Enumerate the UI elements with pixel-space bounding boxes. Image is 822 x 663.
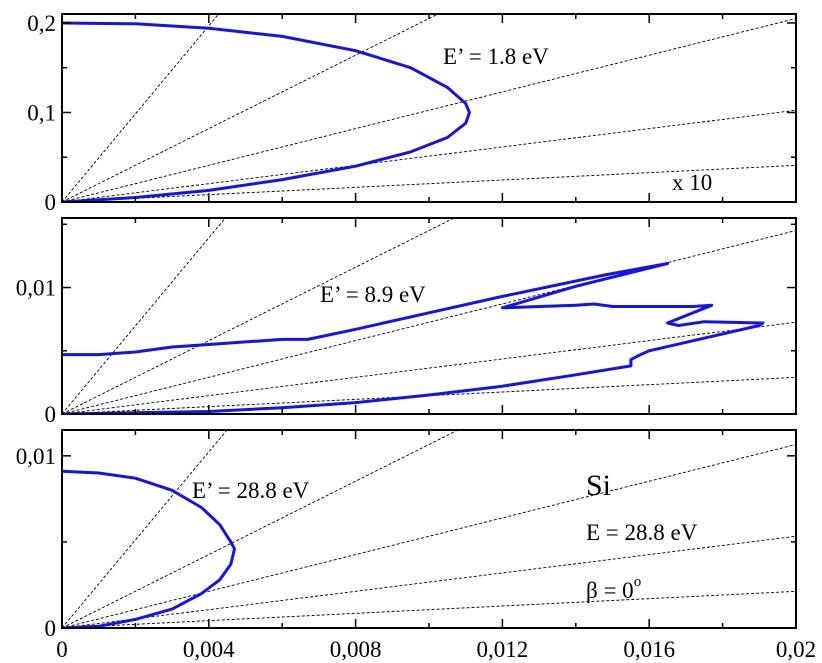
top-ray-3 [62, 18, 796, 202]
top-y-tick-label-1: 0,1 [27, 100, 56, 125]
top-energy-label: E’ = 1.8 eV [443, 44, 549, 69]
middle-ray-group [62, 218, 796, 414]
bottom-y-tick-label-1: 0,01 [16, 444, 56, 469]
bottom-y-tick-label-0: 0 [45, 616, 57, 641]
bottom-energy-label: E’ = 28.8 eV [192, 478, 310, 503]
top-y-tick-label-2: 0,2 [27, 11, 56, 36]
top-scale-label: x 10 [672, 170, 712, 195]
bottom-ray-4 [62, 430, 460, 628]
middle-ray-4 [62, 218, 456, 414]
bottom-ray-2 [62, 535, 796, 628]
middle-energy-label: E’ = 8.9 eV [320, 282, 426, 307]
bottom-ray-3 [62, 444, 796, 628]
middle-panel: 00,01 [16, 217, 797, 427]
top-y-tick-label-0: 0 [45, 190, 57, 215]
top-angular-curve [62, 21, 471, 202]
beta-label: β = 0o [586, 574, 641, 603]
bottom-ray-group [62, 430, 796, 628]
middle-y-tick-label-1: 0,01 [16, 276, 56, 301]
bottom-panel: 0 0,01 0 0,004 0,008 0,012 0,016 0,02 [16, 429, 816, 662]
top-panel: 0 0,1 0,2 [27, 11, 797, 215]
bottom-ray-5 [62, 430, 228, 628]
top-ray-1 [62, 164, 796, 202]
middle-ray-5 [62, 218, 226, 414]
bottom-angular-curve [62, 469, 236, 628]
middle-angular-curve [62, 262, 765, 414]
beam-energy-label: E = 28.8 eV [586, 520, 698, 545]
x-tick-label-4: 0,016 [623, 637, 675, 662]
beta-value: β = 0 [586, 578, 634, 603]
middle-ray-3 [62, 230, 796, 414]
top-ray-5 [62, 14, 220, 202]
top-ray-2 [62, 109, 796, 202]
bottom-ray-1 [62, 590, 796, 628]
middle-y-tick-label-0: 0 [45, 402, 57, 427]
middle-ray-2 [62, 321, 796, 414]
x-tick-label-5: 0,02 [776, 637, 816, 662]
x-tick-label-3: 0,012 [477, 637, 529, 662]
x-tick-label-2: 0,008 [330, 637, 382, 662]
x-tick-label-0: 0 [56, 637, 68, 662]
beta-degree-superscript: o [634, 574, 642, 590]
element-label: Si [586, 469, 611, 502]
x-tick-label-1: 0,004 [183, 637, 235, 662]
